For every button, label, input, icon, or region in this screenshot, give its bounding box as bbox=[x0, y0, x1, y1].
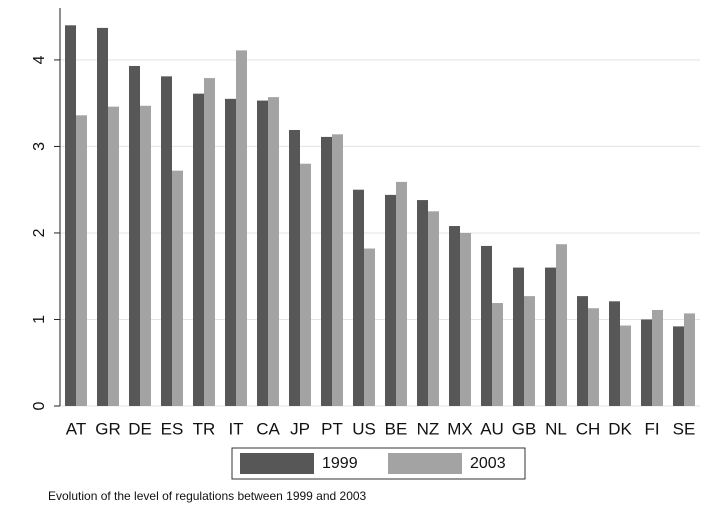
x-tick-label: TR bbox=[193, 419, 216, 438]
bar bbox=[481, 245, 492, 406]
legend-swatch bbox=[388, 453, 462, 474]
bar bbox=[268, 97, 279, 406]
chart-note: Evolution of the level of regulations be… bbox=[48, 489, 367, 503]
bar bbox=[460, 232, 471, 406]
x-tick-label: PT bbox=[321, 419, 343, 438]
y-tick-label: 3 bbox=[31, 142, 48, 151]
bar bbox=[140, 105, 151, 406]
x-tick-label: FI bbox=[644, 419, 659, 438]
bar bbox=[172, 170, 183, 406]
legend-swatch bbox=[240, 453, 314, 474]
x-tick-label: SE bbox=[673, 419, 696, 438]
bar bbox=[289, 129, 300, 406]
x-tick-label: GR bbox=[95, 419, 121, 438]
bar bbox=[417, 200, 428, 406]
bar bbox=[652, 309, 663, 406]
bar bbox=[236, 50, 247, 406]
bar bbox=[620, 325, 631, 406]
x-tick-label: MX bbox=[447, 419, 473, 438]
bar bbox=[577, 296, 588, 406]
x-tick-label: AT bbox=[66, 419, 86, 438]
x-tick-label: US bbox=[352, 419, 376, 438]
bar bbox=[364, 248, 375, 406]
x-tick-label: NL bbox=[545, 419, 567, 438]
bar bbox=[161, 76, 172, 406]
x-tick-label: ES bbox=[161, 419, 184, 438]
bar bbox=[76, 115, 87, 406]
legend-label: 2003 bbox=[470, 455, 506, 472]
bar bbox=[65, 25, 76, 406]
bar bbox=[609, 301, 620, 406]
x-tick-label: IT bbox=[228, 419, 243, 438]
bar bbox=[684, 313, 695, 406]
x-tick-label: NZ bbox=[417, 419, 440, 438]
bar bbox=[385, 194, 396, 406]
legend-label: 1999 bbox=[322, 455, 358, 472]
bar bbox=[108, 106, 119, 407]
x-tick-label: DK bbox=[608, 419, 632, 438]
y-tick-label: 4 bbox=[31, 55, 48, 64]
bar bbox=[332, 134, 343, 407]
x-tick-label: GB bbox=[512, 419, 537, 438]
bar bbox=[588, 308, 599, 406]
bar bbox=[428, 211, 439, 406]
bar bbox=[513, 267, 524, 406]
bar bbox=[492, 303, 503, 406]
bar bbox=[641, 319, 652, 406]
bar bbox=[204, 78, 215, 406]
y-tick-label: 0 bbox=[31, 401, 48, 410]
x-tick-label: CA bbox=[256, 419, 280, 438]
x-tick-label: CH bbox=[576, 419, 601, 438]
bar bbox=[129, 65, 140, 406]
x-tick-label: JP bbox=[290, 419, 310, 438]
bar bbox=[97, 27, 108, 407]
x-tick-label: AU bbox=[480, 419, 504, 438]
y-tick-label: 2 bbox=[31, 228, 48, 237]
bar bbox=[449, 226, 460, 406]
bar bbox=[673, 326, 684, 406]
bar bbox=[556, 244, 567, 406]
bar bbox=[545, 267, 556, 406]
bar bbox=[353, 189, 364, 406]
x-tick-label: DE bbox=[128, 419, 152, 438]
bar bbox=[257, 100, 268, 407]
y-tick-label: 1 bbox=[31, 315, 48, 324]
bar bbox=[193, 93, 204, 406]
x-tick-label: BE bbox=[385, 419, 408, 438]
bar bbox=[225, 98, 236, 406]
bar bbox=[321, 136, 332, 406]
bar bbox=[300, 163, 311, 406]
bar bbox=[396, 181, 407, 406]
bar bbox=[524, 296, 535, 406]
